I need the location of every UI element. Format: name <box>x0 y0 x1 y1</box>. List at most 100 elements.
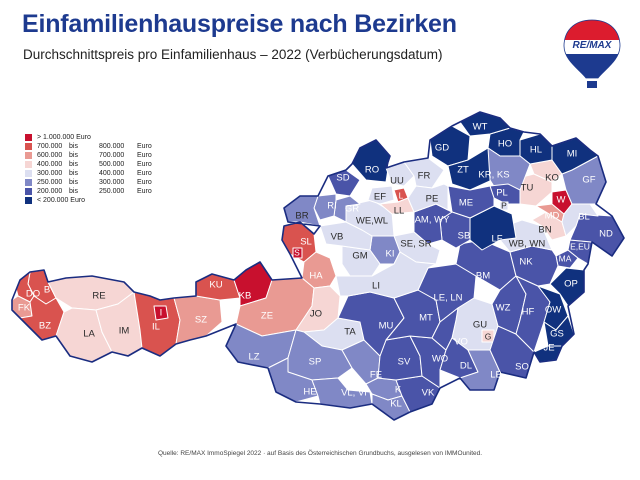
map-subtitle: Durchschnittspreis pro Einfamilienhaus –… <box>23 47 443 62</box>
legend-item: 400.000 bis 500.000 Euro <box>25 160 152 169</box>
label-LE_LN: LE, LN <box>433 293 462 304</box>
legend-to: 800.000 <box>99 143 125 150</box>
label-S: S <box>294 247 300 257</box>
label-IM: IM <box>119 326 130 337</box>
label-TA: TA <box>344 327 356 338</box>
district-LF <box>469 205 517 251</box>
legend-swatch <box>25 197 32 204</box>
label-KO: KO <box>545 173 559 184</box>
label-GR: GR <box>345 204 359 215</box>
label-P: P <box>501 200 507 210</box>
label-OP: OP <box>564 279 578 290</box>
label-I: I <box>160 308 163 319</box>
label-SZ: SZ <box>195 315 207 326</box>
label-WB_WN: WB, WN <box>509 239 546 250</box>
label-OW: OW <box>545 305 561 316</box>
label-BN: BN <box>538 225 551 236</box>
label-GS: GS <box>550 329 564 340</box>
legend-item: 250.000 bis 300.000 Euro <box>25 178 152 187</box>
label-AM_WY: AM, WY <box>415 215 450 226</box>
label-JO: JO <box>310 309 322 320</box>
label-HE: HE <box>303 387 316 398</box>
label-BR: BR <box>295 211 308 222</box>
label-WO: WO <box>432 354 448 365</box>
label-W: W <box>557 195 566 206</box>
legend-from: 250.000 <box>37 179 63 186</box>
label-MA: MA <box>559 253 572 263</box>
label-GD: GD <box>435 143 449 154</box>
label-SB: SB <box>458 231 471 242</box>
label-ME: ME <box>459 198 473 209</box>
label-NK: NK <box>519 257 533 268</box>
label-B: B <box>44 285 50 296</box>
remax-balloon-logo: RE/MAX <box>558 18 626 94</box>
label-G: G <box>485 331 492 341</box>
legend-from: 200.000 <box>37 188 63 195</box>
legend: > 1.000.000 Euro 700.000 bis 800.000 Euro 6… <box>25 133 152 205</box>
legend-to: 300.000 <box>99 179 125 186</box>
label-SE_SR: SE, SR <box>400 239 431 250</box>
label-WT: WT <box>473 122 488 133</box>
label-MT: MT <box>419 313 433 324</box>
label-MI: MI <box>567 149 578 160</box>
label-VB: VB <box>331 232 344 243</box>
legend-from: 700.000 <box>37 143 63 150</box>
legend-label: < 200.000 Euro <box>37 197 86 204</box>
legend-unit: Euro <box>137 152 152 159</box>
label-LF: LF <box>491 234 502 245</box>
label-SL: SL <box>300 237 312 248</box>
austria-outline <box>11 111 625 421</box>
legend-item: 700.000 bis 800.000 Euro <box>25 142 152 151</box>
legend-swatch <box>25 161 32 168</box>
label-RI: RI <box>327 201 337 212</box>
legend-to: 500.000 <box>99 161 125 168</box>
label-GF: GF <box>582 175 595 186</box>
label-HF: HF <box>522 307 535 318</box>
label-KI: KI <box>386 249 395 260</box>
label-HL: HL <box>530 145 542 156</box>
label-LL: LL <box>394 206 405 217</box>
legend-swatch <box>25 143 32 150</box>
label-ND: ND <box>599 229 613 240</box>
label-WZ: WZ <box>496 303 511 314</box>
label-GU: GU <box>473 320 487 331</box>
label-VO: VO <box>454 337 468 348</box>
label-SO: SO <box>515 362 529 373</box>
balloon-icon <box>563 19 621 88</box>
district-EF <box>367 185 395 205</box>
label-EF: EF <box>374 192 386 203</box>
label-L: L <box>399 190 404 200</box>
legend-to: 700.000 <box>99 152 125 159</box>
logo-text: RE/MAX <box>572 40 612 51</box>
label-MU: MU <box>379 321 394 332</box>
label-IL: IL <box>152 322 160 333</box>
label-SV: SV <box>398 357 411 368</box>
label-UU: UU <box>390 176 404 187</box>
legend-from: 600.000 <box>37 152 63 159</box>
district-PE <box>407 183 449 213</box>
label-LI: LI <box>372 281 380 292</box>
map-title: Einfamilienhauspreise nach Bezirken <box>22 10 457 38</box>
legend-unit: Euro <box>137 188 152 195</box>
legend-bis: bis <box>69 143 78 150</box>
legend-item: > 1.000.000 Euro <box>25 133 152 142</box>
legend-unit: Euro <box>137 179 152 186</box>
label-PL: PL <box>496 188 508 199</box>
district-S <box>292 247 303 259</box>
label-MD: MD <box>545 211 560 222</box>
label-ZE: ZE <box>261 311 273 322</box>
district-RO <box>351 139 391 183</box>
label-BZ: BZ <box>39 321 51 332</box>
district-P <box>499 201 509 211</box>
label-LB: LB <box>490 370 502 381</box>
legend-to: 400.000 <box>99 170 125 177</box>
legend-swatch <box>25 179 32 186</box>
label-VK: VK <box>422 388 435 399</box>
label-KB: KB <box>239 291 252 302</box>
legend-swatch <box>25 152 32 159</box>
label-ZT: ZT <box>457 165 469 176</box>
label-FE: FE <box>370 370 382 381</box>
legend-item: < 200.000 Euro <box>25 196 152 205</box>
label-LA: LA <box>83 329 95 340</box>
